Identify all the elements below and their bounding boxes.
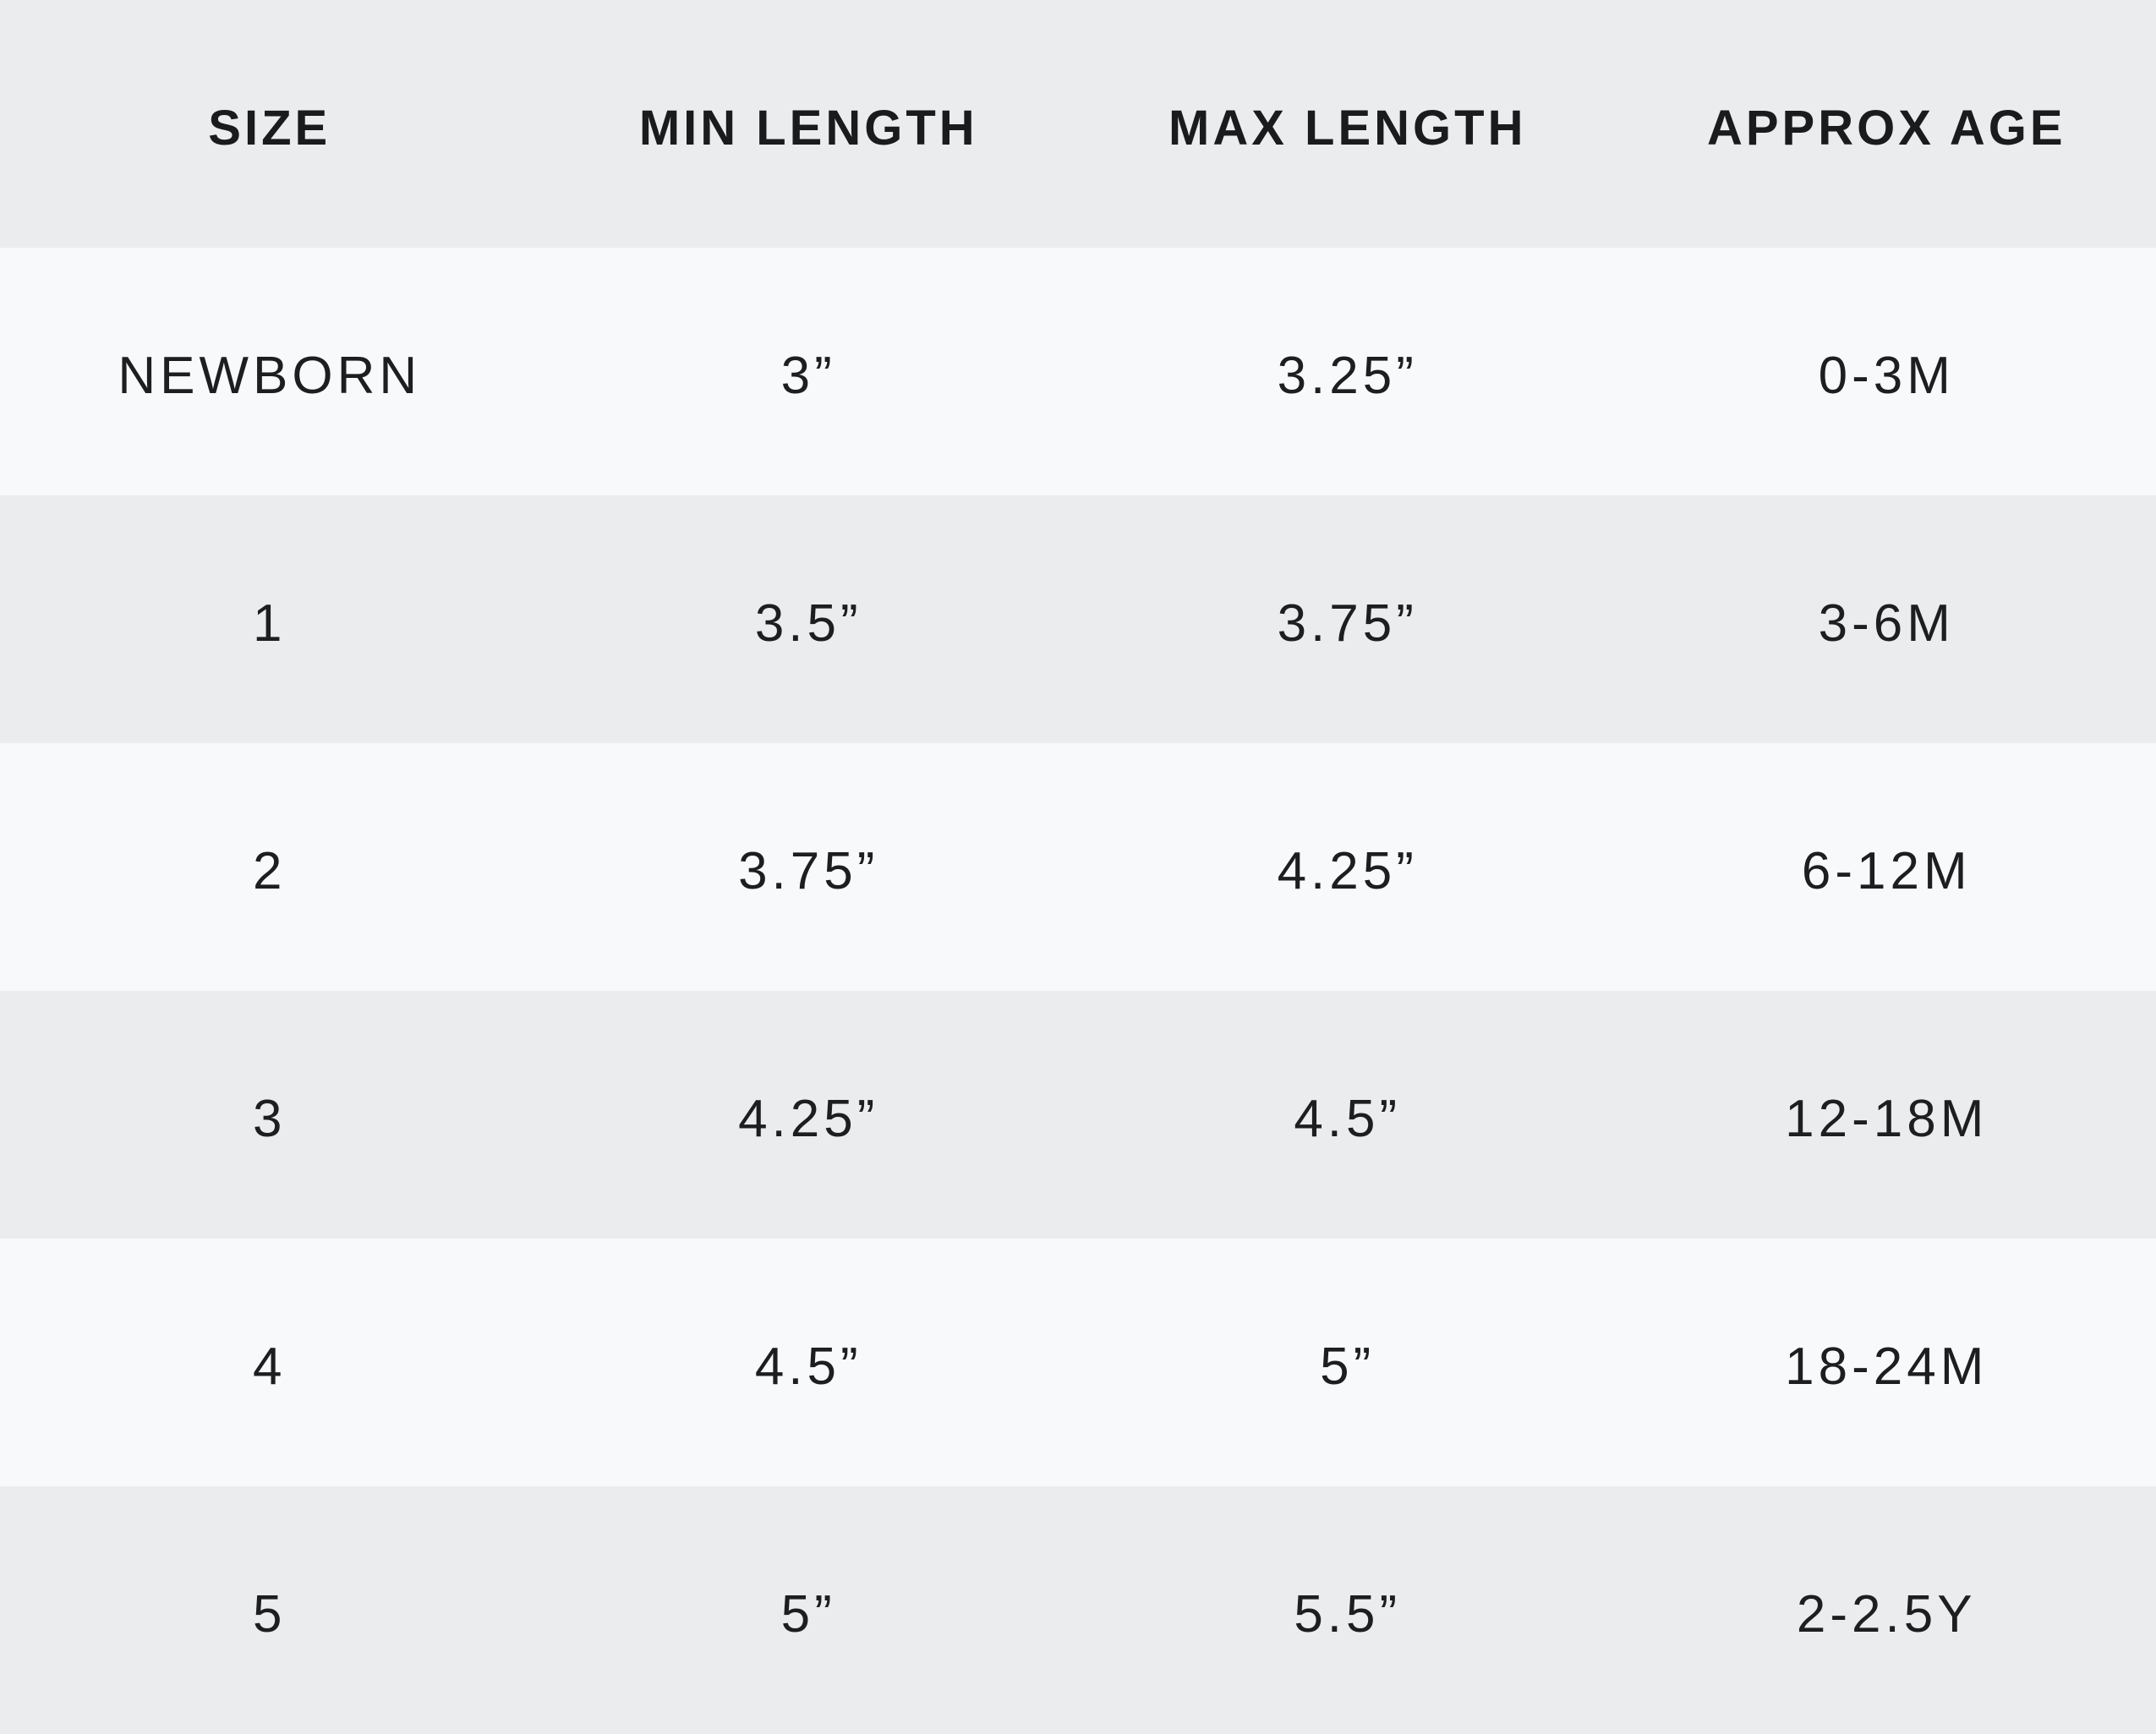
cell-approx-age: 12-18M: [1785, 1089, 1989, 1148]
table-row-newborn: NEWBORN 3” 3.25” 0-3M: [0, 248, 2156, 495]
cell-max-length: 3.25”: [1277, 346, 1418, 405]
table-row-size-2: 2 3.75” 4.25” 6-12M: [0, 743, 2156, 991]
cell-approx-age: 0-3M: [1818, 346, 1955, 405]
table-header-row: SIZE MIN LENGTH MAX LENGTH APPROX AGE: [0, 0, 2156, 248]
cell-approx-age: 18-24M: [1785, 1337, 1989, 1396]
cell-max-length: 4.5”: [1294, 1089, 1402, 1148]
table-row-size-1: 1 3.5” 3.75” 3-6M: [0, 495, 2156, 743]
cell-approx-age: 3-6M: [1818, 593, 1955, 653]
cell-max-length: 4.25”: [1277, 841, 1418, 900]
cell-approx-age: 6-12M: [1801, 841, 1972, 900]
cell-min-length: 4.5”: [754, 1337, 862, 1396]
cell-min-length: 3”: [780, 346, 836, 405]
cell-size: NEWBORN: [118, 346, 422, 405]
cell-size: 2: [253, 841, 287, 900]
table-row-size-5: 5 5” 5.5” 2-2.5Y: [0, 1486, 2156, 1734]
header-cell-max-length: MAX LENGTH: [1168, 100, 1527, 156]
cell-min-length: 3.75”: [738, 841, 879, 900]
cell-size: 3: [253, 1089, 287, 1148]
header-cell-approx-age: APPROX AGE: [1706, 100, 2066, 156]
header-cell-size: SIZE: [208, 100, 331, 156]
table-row-size-4: 4 4.5” 5” 18-24M: [0, 1239, 2156, 1486]
cell-approx-age: 2-2.5Y: [1796, 1584, 1977, 1644]
cell-size: 1: [253, 593, 287, 653]
table-row-size-3: 3 4.25” 4.5” 12-18M: [0, 991, 2156, 1239]
cell-min-length: 4.25”: [738, 1089, 879, 1148]
cell-max-length: 3.75”: [1277, 593, 1418, 653]
cell-size: 5: [253, 1584, 287, 1644]
header-cell-min-length: MIN LENGTH: [638, 100, 978, 156]
cell-min-length: 3.5”: [754, 593, 862, 653]
cell-max-length: 5.5”: [1294, 1584, 1402, 1644]
cell-min-length: 5”: [780, 1584, 836, 1644]
cell-max-length: 5”: [1320, 1337, 1376, 1396]
cell-size: 4: [253, 1337, 287, 1396]
